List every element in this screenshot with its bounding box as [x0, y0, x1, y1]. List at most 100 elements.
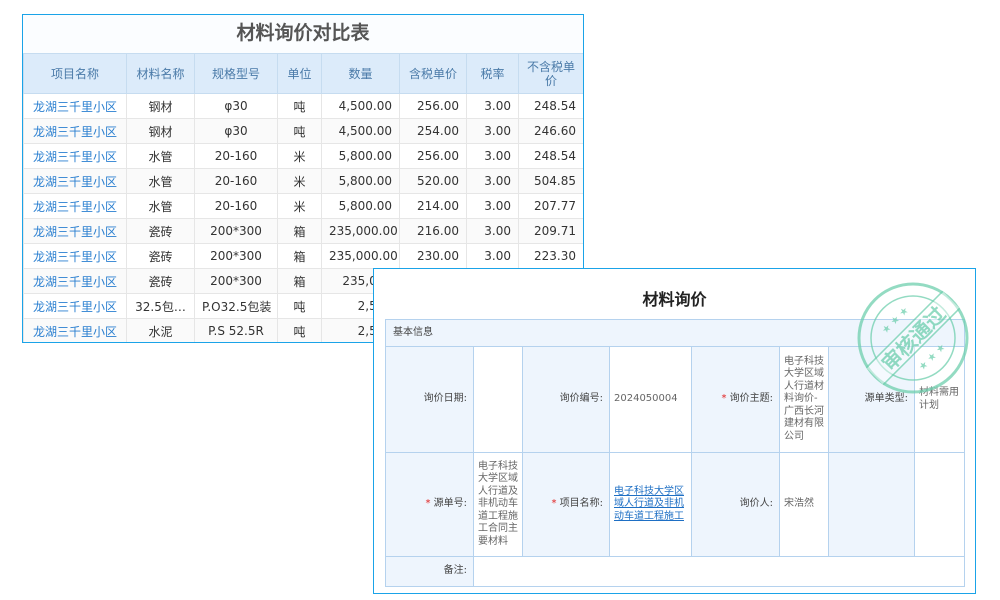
table-cell: 256.00: [399, 143, 467, 169]
table-cell: 20-160: [194, 193, 278, 219]
table-cell: 200*300: [194, 243, 278, 269]
comparison-title: 材料询价对比表: [23, 15, 583, 53]
table-cell: 4,500.00: [321, 118, 400, 144]
remark-label: 备注:: [385, 556, 474, 587]
empty-value: [914, 452, 965, 557]
project-name-link[interactable]: 龙湖三千里小区: [23, 268, 127, 294]
project-label: * 项目名称:: [522, 452, 610, 557]
table-cell: 箱: [277, 243, 322, 269]
table-cell: P.S 52.5R: [194, 318, 278, 342]
project-value: 电子科技大学区域人行道及非机动车道工程施工: [609, 452, 692, 557]
source-no-label: * 源单号:: [385, 452, 474, 557]
comparison-table: 项目名称 材料名称 规格型号 单位 数量 含税单价 税率 不含税单价 龙湖三千里小区 钢材 φ30…: [23, 53, 583, 342]
table-cell: 235,000.00: [321, 243, 400, 269]
project-name-link[interactable]: 龙湖三千里小区: [23, 293, 127, 319]
table-cell: 248.54: [518, 93, 583, 119]
remark-value: [473, 556, 965, 587]
source-no-value: 电子科技大学区域人行道及非机动车道工程施工合同主要材料: [473, 452, 523, 557]
table-cell: 3.00: [466, 243, 519, 269]
inquiry-panel: 材料询价 基本信息 询价日期: 询价编号: 2024050004 * 询价主题:…: [373, 268, 976, 594]
table-cell: 207.77: [518, 193, 583, 219]
table-cell: 米: [277, 193, 322, 219]
table-cell: 箱: [277, 268, 322, 294]
table-cell: 214.00: [399, 193, 467, 219]
table-cell: 223.30: [518, 243, 583, 269]
project-name-link[interactable]: 龙湖三千里小区: [23, 243, 127, 269]
table-cell: φ30: [194, 93, 278, 119]
source-type-label: 源单类型:: [828, 346, 915, 453]
table-cell: 瓷砖: [126, 268, 195, 294]
code-value: 2024050004: [609, 346, 692, 453]
column-header[interactable]: 数量: [321, 53, 400, 94]
subject-label: * 询价主题:: [691, 346, 780, 453]
table-cell: 230.00: [399, 243, 467, 269]
table-cell: 瓷砖: [126, 243, 195, 269]
table-cell: 5,800.00: [321, 143, 400, 169]
table-row: 龙湖三千里小区 钢材 φ30 吨 4,500.00 254.00 3.00 246.60: [23, 118, 583, 144]
table-row: 龙湖三千里小区 水管 20-160 米 5,800.00 214.00 3.00 207.77: [23, 193, 583, 219]
table-cell: 5,800.00: [321, 168, 400, 194]
table-cell: 254.00: [399, 118, 467, 144]
table-cell: 3.00: [466, 168, 519, 194]
project-name-link[interactable]: 龙湖三千里小区: [23, 93, 127, 119]
section-basic-info: 基本信息: [385, 319, 965, 347]
project-name-link[interactable]: 龙湖三千里小区: [23, 143, 127, 169]
table-cell: 箱: [277, 218, 322, 244]
table-cell: 248.54: [518, 143, 583, 169]
column-header[interactable]: 单位: [277, 53, 322, 94]
table-cell: 20-160: [194, 143, 278, 169]
table-cell: 256.00: [399, 93, 467, 119]
table-cell: 水管: [126, 168, 195, 194]
table-cell: 吨: [277, 318, 322, 342]
code-label: 询价编号:: [522, 346, 610, 453]
table-row: 龙湖三千里小区 水管 20-160 米 5,800.00 520.00 3.00 504.85: [23, 168, 583, 194]
subject-value: 电子科技大学区域人行道材料询价-广西长河建材有限公司: [779, 346, 829, 453]
table-cell: 3.00: [466, 143, 519, 169]
table-cell: 504.85: [518, 168, 583, 194]
project-link[interactable]: 电子科技大学区域人行道及非机动车道工程施工: [614, 485, 684, 522]
column-header[interactable]: 项目名称: [23, 53, 127, 94]
table-cell: 米: [277, 143, 322, 169]
table-row: 龙湖三千里小区 钢材 φ30 吨 4,500.00 256.00 3.00 248.54: [23, 93, 583, 119]
table-cell: P.O32.5包装: [194, 293, 278, 319]
empty-label: [828, 452, 915, 557]
source-type-value: 材料需用计划: [914, 346, 965, 453]
table-cell: 瓷砖: [126, 218, 195, 244]
column-header[interactable]: 规格型号: [194, 53, 278, 94]
column-header[interactable]: 不含税单价: [518, 53, 583, 94]
table-cell: 吨: [277, 93, 322, 119]
basic-info-table: 基本信息 询价日期: 询价编号: 2024050004 * 询价主题: 电子科技…: [385, 319, 965, 587]
table-cell: 3.00: [466, 118, 519, 144]
column-header[interactable]: 税率: [466, 53, 519, 94]
table-cell: 水泥: [126, 318, 195, 342]
inquirer-value: 宋浩然: [779, 452, 829, 557]
inquiry-title: 材料询价: [642, 290, 707, 309]
table-cell: 246.60: [518, 118, 583, 144]
column-header[interactable]: 含税单价: [399, 53, 467, 94]
project-name-link[interactable]: 龙湖三千里小区: [23, 168, 127, 194]
table-cell: 3.00: [466, 218, 519, 244]
date-label: 询价日期:: [385, 346, 474, 453]
table-cell: 钢材: [126, 93, 195, 119]
table-cell: 32.5包…: [126, 293, 195, 319]
table-cell: φ30: [194, 118, 278, 144]
table-row: 龙湖三千里小区 瓷砖 200*300 箱 235,000.00 230.00 3.00 223…: [23, 243, 583, 269]
column-header[interactable]: 材料名称: [126, 53, 195, 94]
table-cell: 米: [277, 168, 322, 194]
table-cell: 4,500.00: [321, 93, 400, 119]
table-row: 龙湖三千里小区 水管 20-160 米 5,800.00 256.00 3.00 248.54: [23, 143, 583, 169]
table-cell: 5,800.00: [321, 193, 400, 219]
table-cell: 200*300: [194, 218, 278, 244]
project-name-link[interactable]: 龙湖三千里小区: [23, 118, 127, 144]
table-cell: 216.00: [399, 218, 467, 244]
project-name-link[interactable]: 龙湖三千里小区: [23, 218, 127, 244]
table-cell: 20-160: [194, 168, 278, 194]
date-value: [473, 346, 523, 453]
table-cell: 209.71: [518, 218, 583, 244]
table-cell: 钢材: [126, 118, 195, 144]
table-cell: 水管: [126, 143, 195, 169]
project-name-link[interactable]: 龙湖三千里小区: [23, 193, 127, 219]
project-name-link[interactable]: 龙湖三千里小区: [23, 318, 127, 342]
comparison-table-panel: 材料询价对比表 项目名称 材料名称 规格型号 单位 数量 含税单价 税率 不含税单价 龙湖三千…: [22, 14, 584, 343]
table-cell: 520.00: [399, 168, 467, 194]
